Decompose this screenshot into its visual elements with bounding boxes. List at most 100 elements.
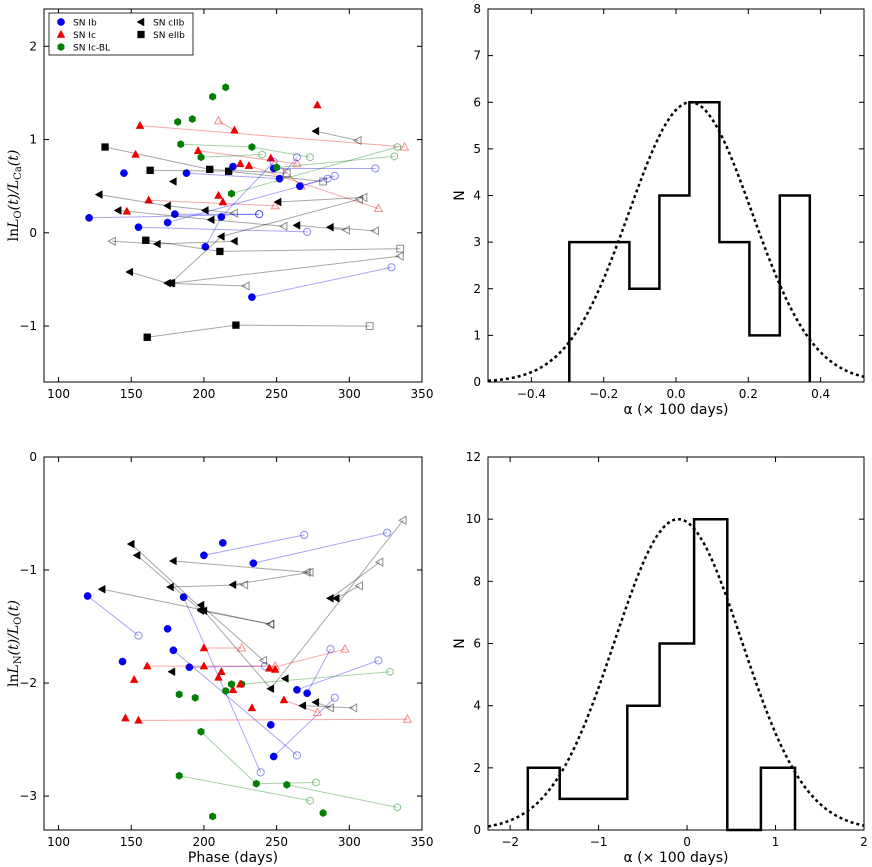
legend-marker: [57, 43, 65, 51]
track-line: [278, 196, 364, 203]
top-right-x-tick-label: −0.2: [589, 387, 618, 401]
histogram-bar: [780, 196, 810, 383]
histogram-bar: [719, 242, 749, 382]
track-end-marker: [300, 530, 309, 540]
track-start-marker: [167, 278, 176, 288]
top-left-x-tick-label: 150: [120, 387, 143, 401]
track-end-marker: [383, 528, 392, 537]
top-right-x-tick-label: 0.0: [666, 387, 685, 401]
top-left-y-tick-label: 2: [29, 39, 37, 53]
top-right-y-tick-label: 1: [473, 328, 481, 342]
legend-marker: [136, 17, 145, 27]
bottom-right-x-tick-label: 1: [772, 835, 780, 849]
histogram-bar: [528, 768, 560, 830]
track-end-marker: [370, 226, 379, 236]
track-start-marker: [146, 166, 154, 174]
track-end-marker: [256, 768, 265, 777]
bottom-left-y-tick-label: −1: [19, 563, 37, 577]
gaussian-fit-curve: [487, 517, 865, 828]
track-start-marker: [196, 600, 205, 610]
data-point: [131, 149, 140, 158]
data-point: [235, 159, 245, 168]
histogram-bar: [629, 289, 659, 382]
track-start-marker: [197, 727, 205, 736]
track-start-marker: [265, 663, 274, 672]
track-start-marker: [97, 584, 106, 594]
bottom-right-y-tick-label: 4: [473, 699, 481, 713]
bottom-right-y-tick-label: 2: [473, 761, 481, 775]
gaussian-fit-curve: [487, 101, 865, 383]
track-start-marker: [228, 580, 237, 590]
track-start-marker: [230, 125, 239, 134]
data-point: [209, 92, 217, 101]
track-start-marker: [325, 222, 334, 232]
track-line: [173, 560, 308, 573]
track-end-marker: [341, 225, 350, 235]
track-start-marker: [217, 213, 226, 221]
data-point: [313, 100, 322, 109]
track-line: [306, 648, 331, 694]
track-start-marker: [126, 539, 135, 549]
track-end-marker: [393, 142, 401, 152]
track-start-marker: [266, 684, 275, 694]
track-start-marker: [248, 143, 256, 151]
top-right-y-tick-label: 7: [473, 49, 481, 63]
track-start-marker: [249, 559, 258, 568]
legend-label: SN eIIb: [153, 31, 185, 41]
track-start-marker: [201, 242, 210, 251]
bottom-right-x-label: α (× 100 days): [624, 850, 729, 866]
track-start-marker: [132, 551, 141, 560]
track-start-marker: [144, 195, 153, 204]
data-point: [200, 206, 209, 215]
bottom-right-x-tick-label: 2: [860, 835, 868, 849]
bottom-right-y-tick-label: 10: [466, 512, 481, 526]
track-start-marker: [206, 165, 214, 174]
data-point: [120, 169, 128, 177]
track-end-marker: [393, 803, 401, 812]
track-start-marker: [101, 143, 109, 151]
data-point: [214, 672, 223, 681]
track-line: [232, 571, 311, 586]
track-start-marker: [143, 333, 151, 341]
data-point: [214, 190, 223, 199]
data-point: [199, 661, 209, 670]
bottom-left-x-tick-label: 300: [338, 835, 361, 849]
top-left-x-tick-label: 250: [265, 387, 288, 401]
data-point: [247, 703, 257, 712]
track-line: [145, 239, 401, 252]
track-line: [173, 649, 298, 756]
track-start-marker: [113, 206, 122, 215]
data-point: [235, 679, 245, 688]
track-line: [138, 226, 308, 233]
track-start-marker: [269, 752, 278, 761]
track-line: [118, 209, 284, 227]
track-end-marker: [354, 581, 363, 591]
track-start-marker: [311, 697, 320, 707]
track-line: [269, 648, 346, 669]
track-end-marker: [374, 557, 384, 567]
top-right-x-tick-label: 0.4: [811, 387, 830, 401]
track-line: [299, 175, 335, 187]
track-end-marker: [265, 619, 275, 630]
top-left-y-label: lnLO(t)/LCa(t): [6, 150, 24, 242]
track-end-marker: [305, 567, 314, 578]
data-point: [163, 624, 172, 633]
data-point: [218, 197, 228, 206]
track-end-marker: [282, 169, 291, 178]
bottom-left-x-tick-label: 200: [192, 835, 215, 849]
histogram-bar: [694, 519, 727, 830]
data-point: [175, 690, 183, 699]
track-start-marker: [193, 146, 203, 154]
track-line: [170, 198, 360, 284]
track-start-marker: [331, 593, 340, 603]
track-line: [170, 584, 245, 588]
track-start-marker: [303, 689, 311, 698]
track-end-marker: [265, 619, 275, 630]
track-line: [87, 595, 139, 636]
bottom-right-x-tick-label: −2: [501, 835, 519, 849]
track-start-marker: [175, 771, 183, 780]
track-line: [286, 784, 398, 808]
data-point: [222, 83, 230, 92]
histogram-bar: [627, 706, 659, 830]
track-line: [296, 660, 379, 691]
